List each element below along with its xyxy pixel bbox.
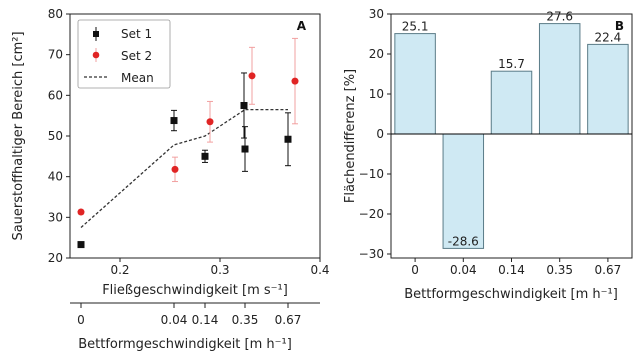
panel-a: 20 30 40 50 60 70 80 0.2 0.3 0.4 A Set 1 Set 2 Me… (11, 7, 330, 352)
panel-a-marks (77, 37, 299, 249)
panel-a-ticks: 20 30 40 50 60 70 80 0.2 0.3 0.4 (48, 7, 330, 277)
y-tick-label: 30 (48, 210, 63, 224)
x-tick-label: 0.35 (546, 263, 573, 277)
x-tick-label: 0.4 (310, 263, 329, 277)
panel-b-label: B (615, 19, 624, 33)
bar (587, 43, 629, 135)
x-tick-label: 0.14 (498, 263, 525, 277)
panel-a-ylabel: Sauerstoffhaltiger Bereich [cm²] (11, 31, 26, 240)
panel-b: −30 −20 −10 0 10 20 30 0 0.04 0.14 0.35 0.67 25.1 -2… (343, 7, 633, 302)
set1-point (241, 145, 249, 153)
x-tick-label: 0.67 (595, 263, 622, 277)
mean-line (80, 108, 288, 228)
bar (442, 133, 485, 249)
panel-b-ylabel: Flächendifferenz [%] (343, 69, 358, 203)
legend-set1-marker (93, 31, 99, 37)
legend-mean-label: Mean (121, 71, 154, 85)
secondary-tick-label: 0.67 (275, 313, 302, 327)
y-tick-label: 30 (369, 7, 384, 21)
x-tick-label: 0 (411, 263, 419, 277)
y-tick-label: 70 (48, 48, 63, 62)
y-tick-label: −30 (359, 247, 384, 261)
secondary-tick-label: 0.04 (161, 313, 188, 327)
panel-a-xlabel: Fließgeschwindigkeit [m s⁻¹] (102, 283, 288, 298)
bar-value-label: 22.4 (595, 30, 622, 44)
y-tick-label: 0 (376, 127, 384, 141)
set2-point (206, 118, 214, 126)
set2-point (248, 72, 256, 80)
panel-a-secondary-xlabel: Bettformgeschwindigkeit [m h⁻¹] (78, 337, 292, 352)
y-tick-label: 20 (48, 251, 63, 265)
y-tick-label: 80 (48, 7, 63, 21)
x-tick-label: 0.04 (450, 263, 477, 277)
bar-value-label: 15.7 (498, 57, 525, 71)
panel-b-marks: 25.1 -28.6 15.7 27.6 22.4 (391, 10, 632, 249)
secondary-tick-label: 0.14 (192, 313, 219, 327)
set1-point (284, 135, 292, 143)
set1-point (170, 117, 178, 125)
panel-a-label: A (297, 19, 307, 33)
legend-box (77, 19, 171, 89)
panel-b-xlabel: Bettformgeschwindigkeit [m h⁻¹] (404, 287, 618, 302)
y-tick-label: 40 (48, 170, 63, 184)
set2-point (171, 165, 179, 173)
bar (538, 23, 581, 135)
y-tick-label: −20 (359, 207, 384, 221)
bar-value-label: 27.6 (546, 10, 573, 24)
y-tick-label: 60 (48, 88, 63, 102)
set2-point (77, 208, 85, 216)
x-tick-label: 0.2 (110, 263, 129, 277)
bar-value-label: 25.1 (402, 20, 429, 34)
secondary-tick-label: 0.35 (232, 313, 259, 327)
y-tick-label: 20 (369, 47, 384, 61)
panel-a-legend: Set 1 Set 2 Mean (77, 19, 171, 89)
bar-value-label: -28.6 (448, 234, 479, 248)
set1-point (77, 241, 85, 249)
panel-a-secondary-ticks: 0 0.04 0.14 0.35 0.67 (77, 303, 301, 327)
legend-set1-label: Set 1 (121, 27, 152, 41)
set2-point (291, 77, 299, 85)
panel-b-ticks: −30 −20 −10 0 10 20 30 0 0.04 0.14 0.35 0.67 (359, 7, 622, 277)
set1-point (201, 152, 209, 160)
y-tick-label: 10 (369, 87, 384, 101)
secondary-tick-label: 0 (77, 313, 85, 327)
x-tick-label: 0.3 (210, 263, 229, 277)
y-tick-label: −10 (359, 167, 384, 181)
bar (394, 33, 436, 135)
legend-set2-label: Set 2 (121, 49, 152, 63)
set1-point (240, 102, 248, 109)
bar (490, 70, 533, 135)
legend-set2-marker (92, 51, 100, 59)
y-tick-label: 50 (48, 129, 63, 143)
